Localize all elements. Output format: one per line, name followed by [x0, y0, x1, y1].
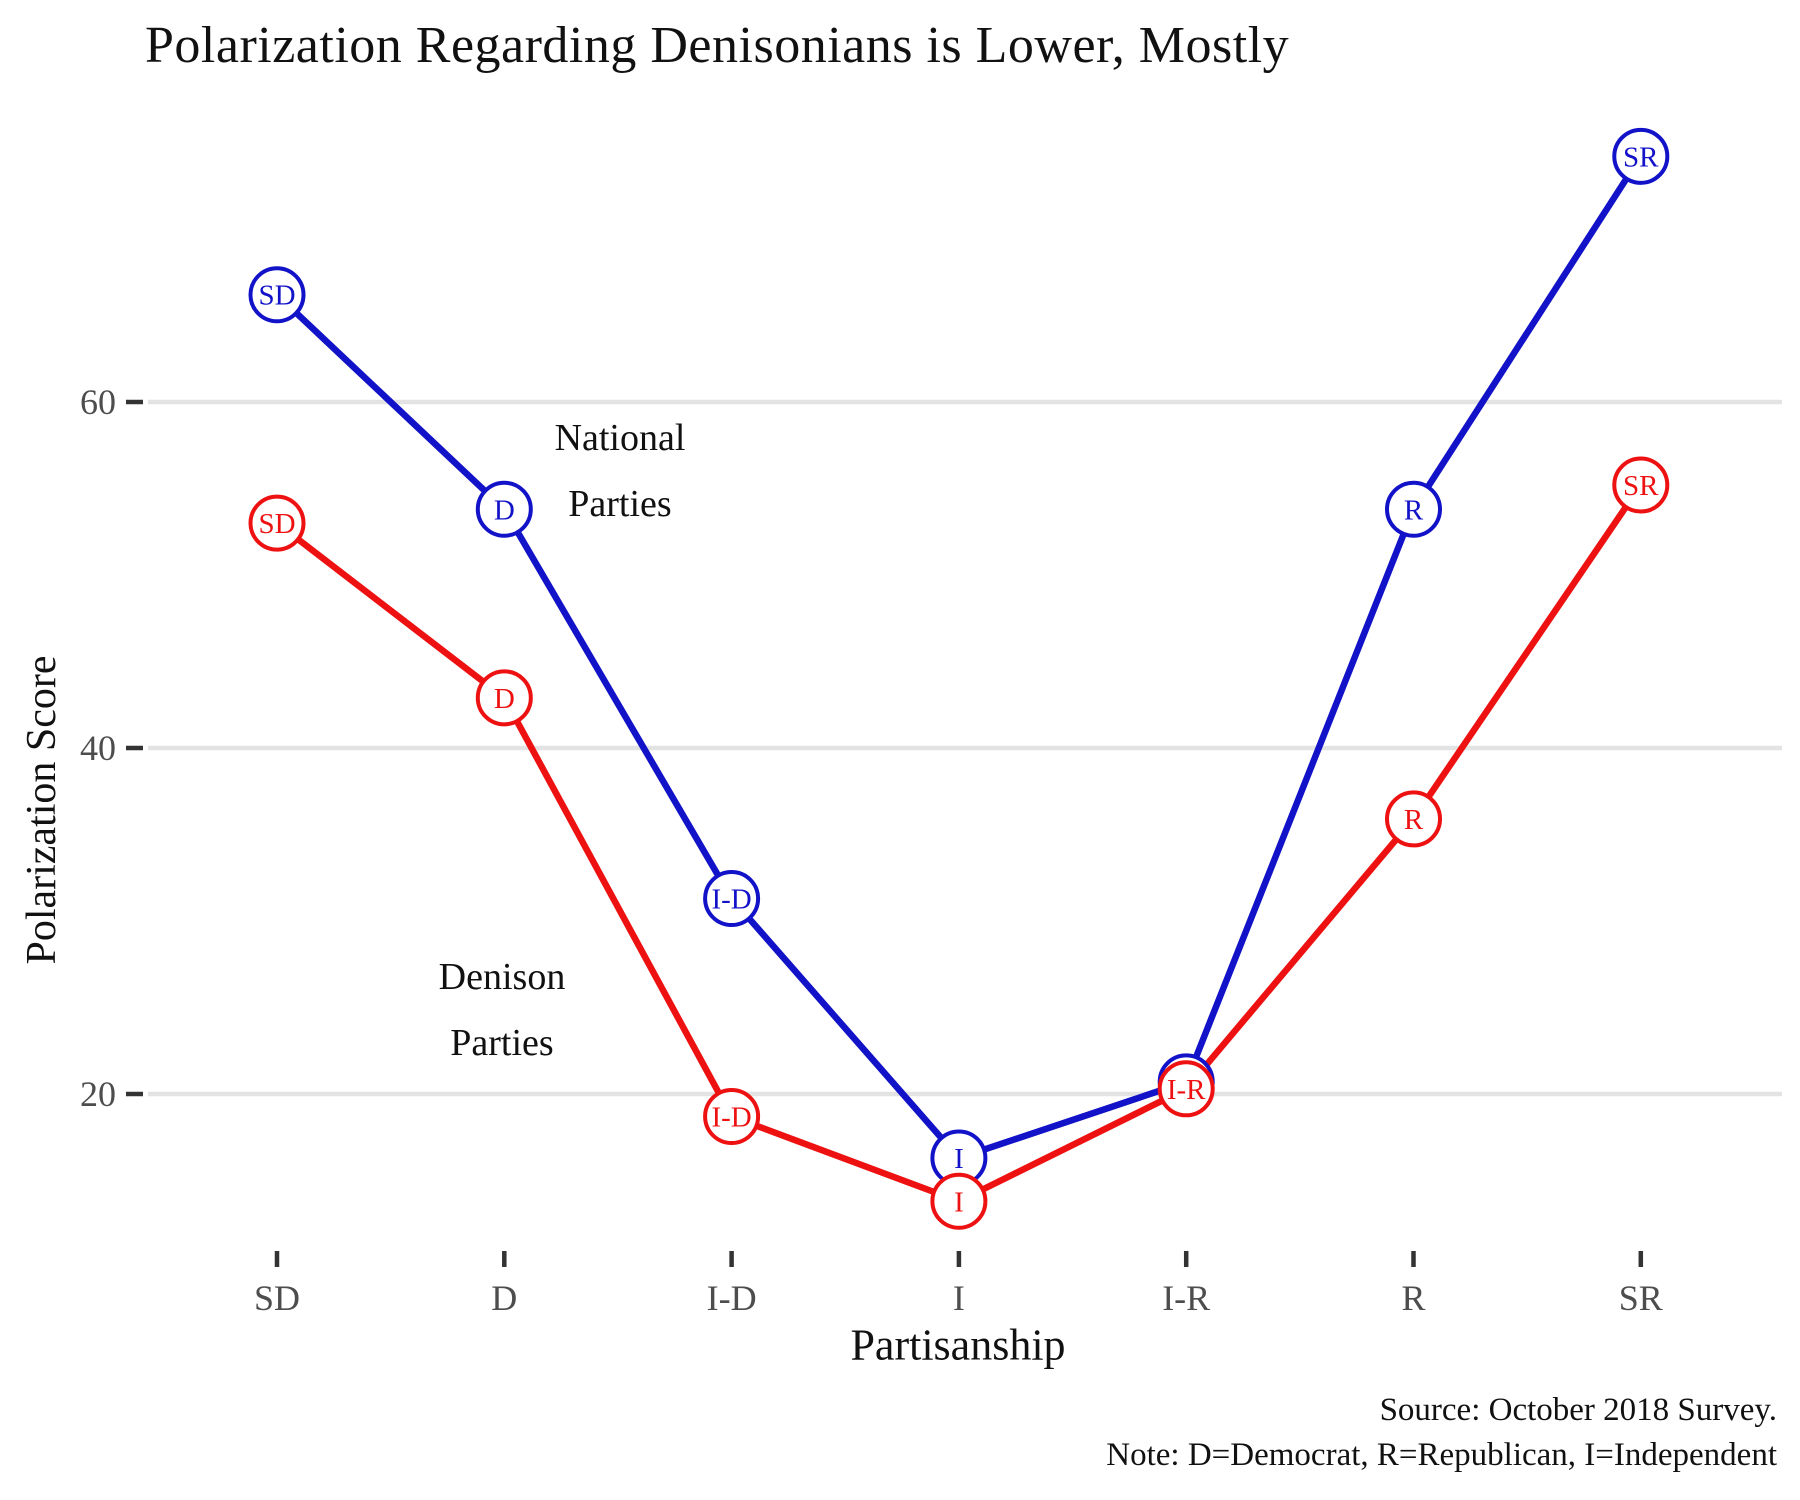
data-point-label-denison-parties-SR: SR	[1623, 470, 1659, 502]
chart-caption: Source: October 2018 Survey. Note: D=Dem…	[1106, 1388, 1777, 1478]
y-tick-label-20: 20	[80, 1074, 116, 1114]
data-point-national-parties-I-D	[703, 870, 761, 928]
data-point-national-parties-D	[475, 480, 533, 538]
y-axis-title: Polarization Score	[19, 655, 65, 965]
data-point-label-denison-parties-I: I	[954, 1186, 964, 1218]
x-tick-label-I-D: I-D	[707, 1278, 757, 1318]
caption-source: Source: October 2018 Survey.	[1379, 1392, 1777, 1428]
data-point-label-national-parties-R: R	[1404, 494, 1424, 526]
data-point-label-denison-parties-R: R	[1404, 804, 1424, 836]
data-point-label-national-parties-I-D: I-D	[711, 884, 751, 916]
series-label-national-parties: National Parties	[555, 405, 686, 537]
y-tick-label-60: 60	[80, 382, 116, 422]
data-point-denison-parties-R	[1385, 790, 1442, 848]
data-point-national-parties-SR	[1612, 127, 1670, 185]
data-point-denison-parties-I-R	[1157, 1060, 1215, 1118]
data-point-label-national-parties-SR: SR	[1623, 141, 1659, 173]
chart-title: Polarization Regarding Denisonians is Lo…	[145, 17, 1290, 74]
data-point-label-denison-parties-D: D	[494, 683, 515, 715]
data-point-national-parties-R	[1385, 480, 1442, 538]
x-tick-label-SR: SR	[1619, 1278, 1663, 1318]
x-tick-label-SD: SD	[254, 1278, 300, 1318]
series-label-denison-line2: Parties	[450, 1022, 554, 1064]
caption-note: Note: D=Democrat, R=Republican, I=Indepe…	[1106, 1437, 1777, 1473]
series-label-denison-line1: Denison	[438, 956, 566, 998]
data-point-denison-parties-I	[930, 1172, 988, 1230]
x-tick-label-D: D	[491, 1278, 517, 1318]
data-point-label-denison-parties-I-R: I-R	[1167, 1074, 1206, 1106]
series-label-national-line2: Parties	[568, 483, 672, 525]
x-tick-label-R: R	[1401, 1278, 1425, 1318]
data-point-denison-parties-SR	[1612, 456, 1670, 514]
data-point-denison-parties-I-D	[703, 1087, 761, 1145]
series-label-denison-parties: Denison Parties	[439, 944, 566, 1076]
x-axis-title: Partisanship	[850, 1320, 1066, 1370]
data-point-label-denison-parties-SD: SD	[258, 508, 295, 540]
y-tick-label-40: 40	[80, 728, 116, 768]
data-point-label-national-parties-D: D	[494, 494, 515, 526]
x-tick-label-I: I	[953, 1278, 965, 1318]
x-tick-label-I-R: I-R	[1162, 1278, 1210, 1318]
data-point-label-national-parties-SD: SD	[258, 280, 295, 312]
data-point-label-national-parties-I: I	[954, 1143, 964, 1175]
series-label-national-line1: National	[554, 417, 686, 459]
data-point-denison-parties-SD	[248, 494, 306, 552]
data-point-national-parties-SD	[248, 266, 306, 324]
data-point-label-denison-parties-I-D: I-D	[711, 1101, 751, 1133]
data-point-denison-parties-D	[475, 669, 533, 727]
